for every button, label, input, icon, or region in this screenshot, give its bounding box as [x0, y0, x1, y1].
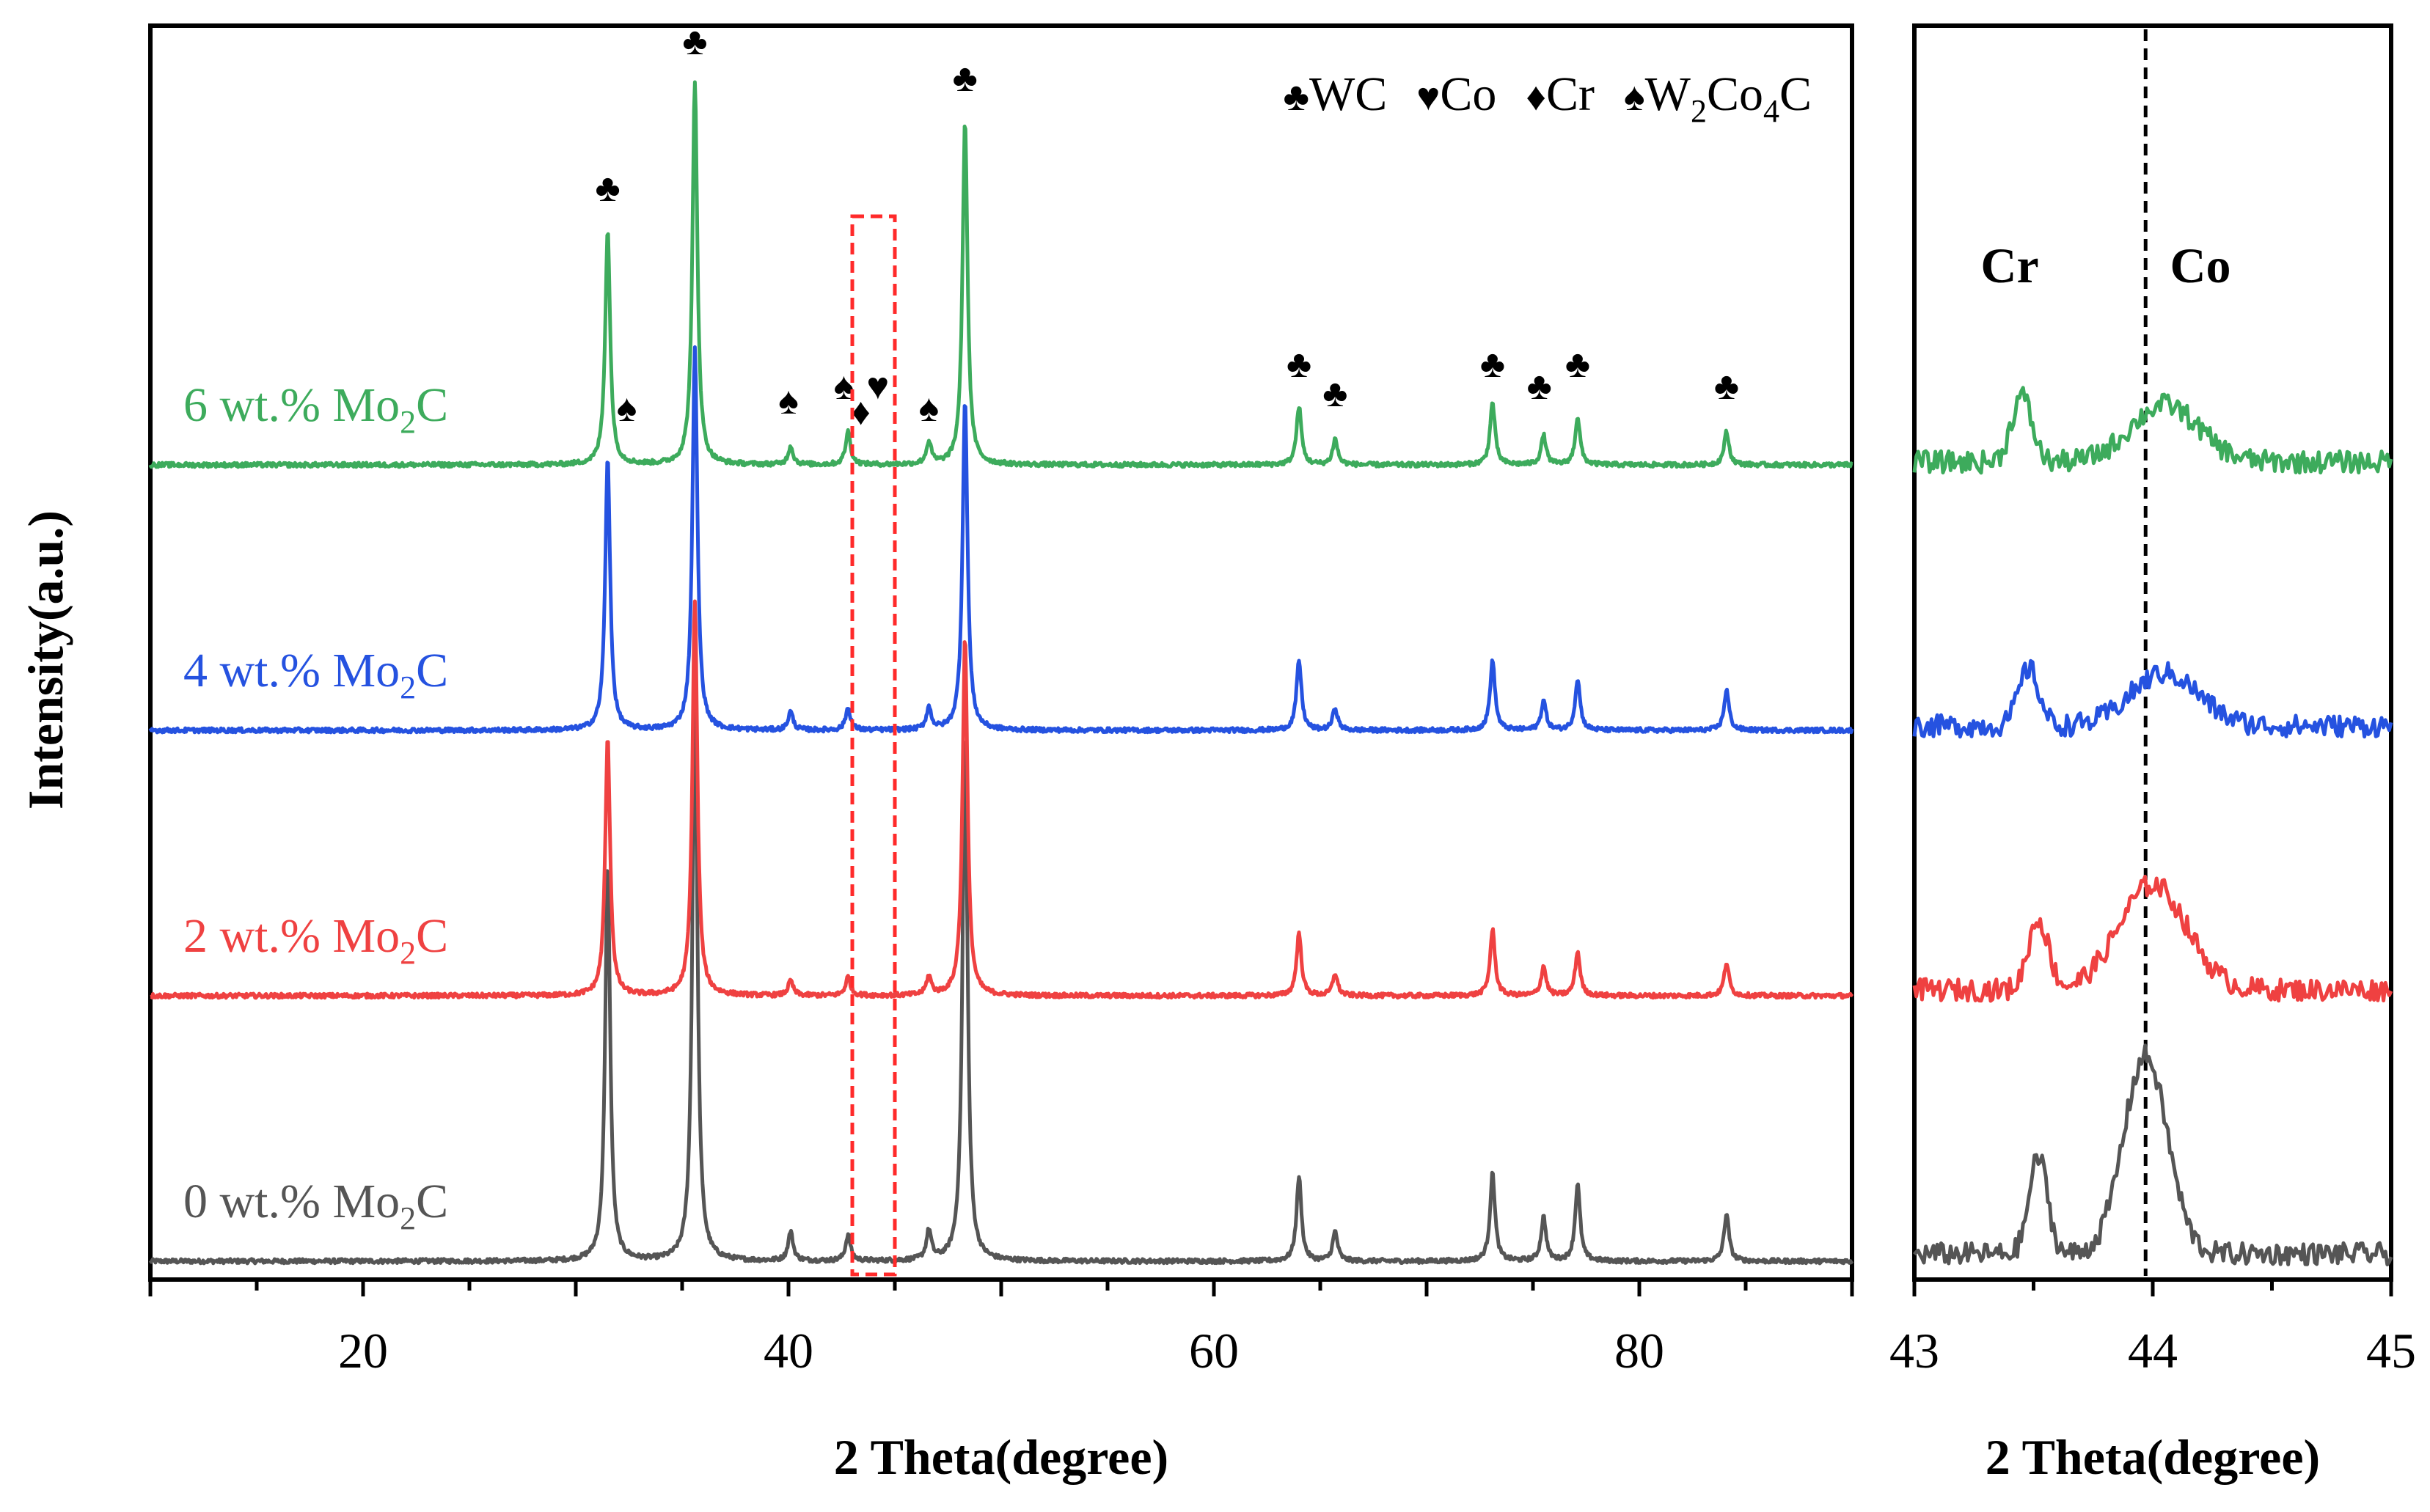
- legend-symbol-3: ♠: [1624, 75, 1645, 119]
- peak-marker-7: ♠: [919, 388, 940, 430]
- zoom-series-line-1: [1912, 874, 2393, 1003]
- peak-marker-1: ♠: [617, 388, 637, 430]
- series-line-3: [148, 80, 1853, 469]
- zoom-series-group: [1912, 386, 2393, 1266]
- main-x-tick-label-1: 40: [764, 1323, 813, 1379]
- series-labels: 0 wt.% Mo2C 2 wt.% Mo2C 4 wt.% Mo2C 6 wt.% …: [183, 378, 448, 1236]
- zoom-series-line-2: [1912, 658, 2393, 739]
- zoom-x-axis-label: 2 Theta(degree): [1986, 1429, 2320, 1485]
- legend-label-0: WC: [1309, 67, 1387, 121]
- main-x-tick-label-3: 80: [1614, 1323, 1664, 1379]
- series-label-0: 0 wt.% Mo2C: [183, 1175, 448, 1236]
- y-axis-label: Intensity(a.u.): [18, 510, 73, 810]
- legend-symbol-0: ♣: [1284, 75, 1309, 119]
- series-line-2: [148, 345, 1854, 735]
- peak-marker-13: ♣: [1565, 344, 1590, 386]
- zoom-x-tick-label-0: 43: [1889, 1323, 1939, 1379]
- peak-markers: ♣♠♣♠ ♠♦♥♠♣♣♣♣♣♣♣: [595, 21, 1739, 433]
- peak-marker-0: ♣: [595, 168, 620, 210]
- zoom-x-tick-label-1: 44: [2128, 1323, 2178, 1379]
- legend-symbol-2: ♦: [1526, 75, 1546, 119]
- series-line-1: [149, 599, 1854, 1000]
- peak-marker-9: ♣: [1287, 344, 1311, 386]
- peak-marker-12: ♣: [1527, 366, 1552, 408]
- main-x-tick-label-0: 20: [338, 1323, 388, 1379]
- zoom-series-line-0: [1913, 1043, 2393, 1266]
- peak-marker-5: ♦: [851, 392, 871, 433]
- peak-marker-6: ♥: [866, 366, 889, 408]
- peak-marker-11: ♣: [1480, 344, 1505, 386]
- zoom-peak-label-1: Co: [2170, 238, 2230, 293]
- main-plot-frame: [148, 23, 1854, 1282]
- zoom-x-axis: 43 44 45: [1889, 1280, 2416, 1379]
- peak-marker-8: ♣: [953, 58, 978, 100]
- peak-marker-2: ♣: [682, 21, 707, 63]
- legend-label-1: Co: [1440, 67, 1496, 121]
- main-x-tick-label-2: 60: [1189, 1323, 1239, 1379]
- peak-marker-3: ♠: [778, 381, 799, 422]
- zoom-panel: Cr Co 43 44 45 2 Theta(degree): [1889, 23, 2416, 1485]
- legend-label-3: W: [1645, 67, 1691, 121]
- series-label-1: 2 wt.% Mo2C: [183, 909, 448, 971]
- highlight-box: [850, 214, 897, 1277]
- legend-label-2: Cr: [1546, 67, 1595, 121]
- zoom-plot-frame: [1912, 23, 2393, 1282]
- zoom-peak-label-0: Cr: [1980, 238, 2038, 293]
- legend-symbol-1: ♥: [1416, 75, 1440, 119]
- peak-marker-14: ♣: [1714, 366, 1739, 408]
- main-series-group: [148, 80, 1854, 1266]
- series-line-0: [148, 680, 1854, 1266]
- series-label-2: 4 wt.% Mo2C: [183, 644, 448, 705]
- zoom-peak-labels: Cr Co: [1980, 238, 2230, 293]
- phase-legend: ♣WC ♥Co ♦Cr ♠W2Co4C: [1284, 67, 1812, 129]
- legend-text: ♣WC ♥Co ♦Cr ♠W2Co4C: [1284, 67, 1812, 129]
- peak-marker-10: ♣: [1322, 373, 1347, 415]
- main-x-axis-label: 2 Theta(degree): [834, 1429, 1168, 1485]
- main-x-axis: 20 40 60 80: [148, 1280, 1854, 1379]
- zoom-x-tick-label-2: 45: [2366, 1323, 2416, 1379]
- series-label-3: 6 wt.% Mo2C: [183, 378, 448, 440]
- zoom-series-line-3: [1912, 386, 2393, 475]
